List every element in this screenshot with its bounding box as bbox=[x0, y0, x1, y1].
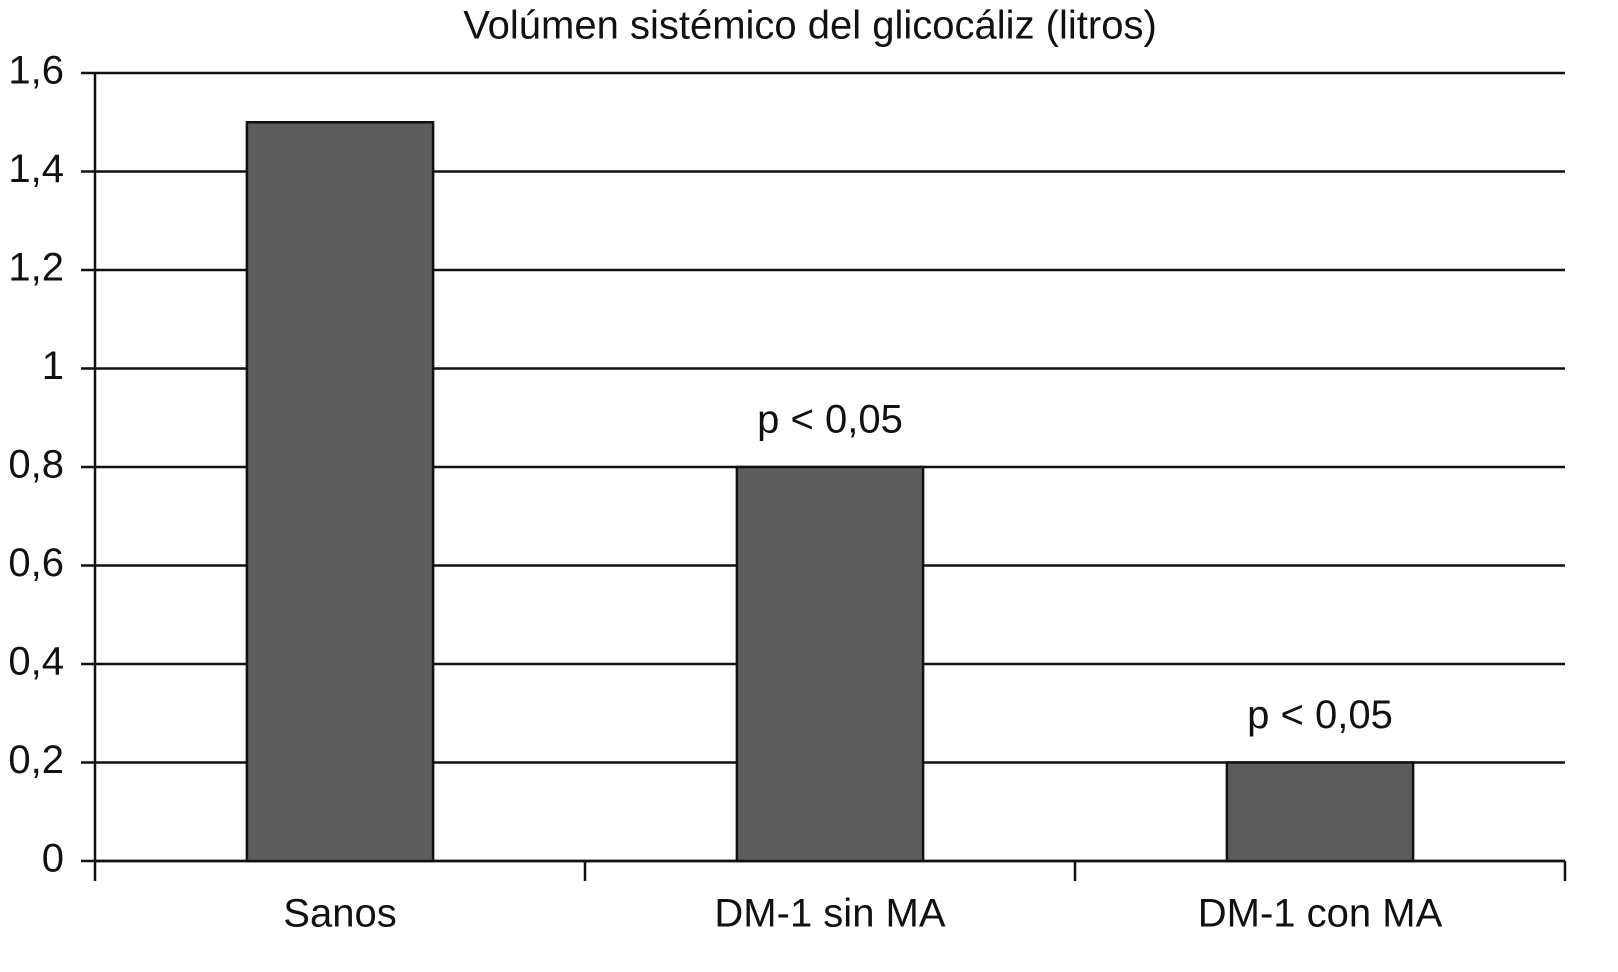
y-tick-label: 0,4 bbox=[8, 640, 64, 684]
y-tick-label: 1 bbox=[42, 344, 64, 388]
y-tick-label: 1,6 bbox=[8, 49, 64, 93]
bar bbox=[1225, 761, 1415, 863]
x-tick-label: DM-1 con MA bbox=[1198, 892, 1443, 936]
annotation: p < 0,05 bbox=[757, 398, 903, 442]
x-tick-label: DM-1 sin MA bbox=[714, 892, 945, 936]
y-tick-label: 0,2 bbox=[8, 738, 64, 782]
chart-title: Volúmen sistémico del glicocáliz (litros… bbox=[463, 4, 1157, 48]
y-tick-label: 0 bbox=[42, 837, 64, 881]
bar bbox=[245, 121, 435, 863]
y-tick-label: 0,6 bbox=[8, 541, 64, 585]
y-tick-label: 1,4 bbox=[8, 147, 64, 191]
y-tick-label: 0,8 bbox=[8, 443, 64, 487]
annotation: p < 0,05 bbox=[1247, 693, 1393, 737]
bar bbox=[735, 465, 925, 863]
x-tick-label: Sanos bbox=[283, 892, 396, 936]
y-tick-label: 1,2 bbox=[8, 246, 64, 290]
